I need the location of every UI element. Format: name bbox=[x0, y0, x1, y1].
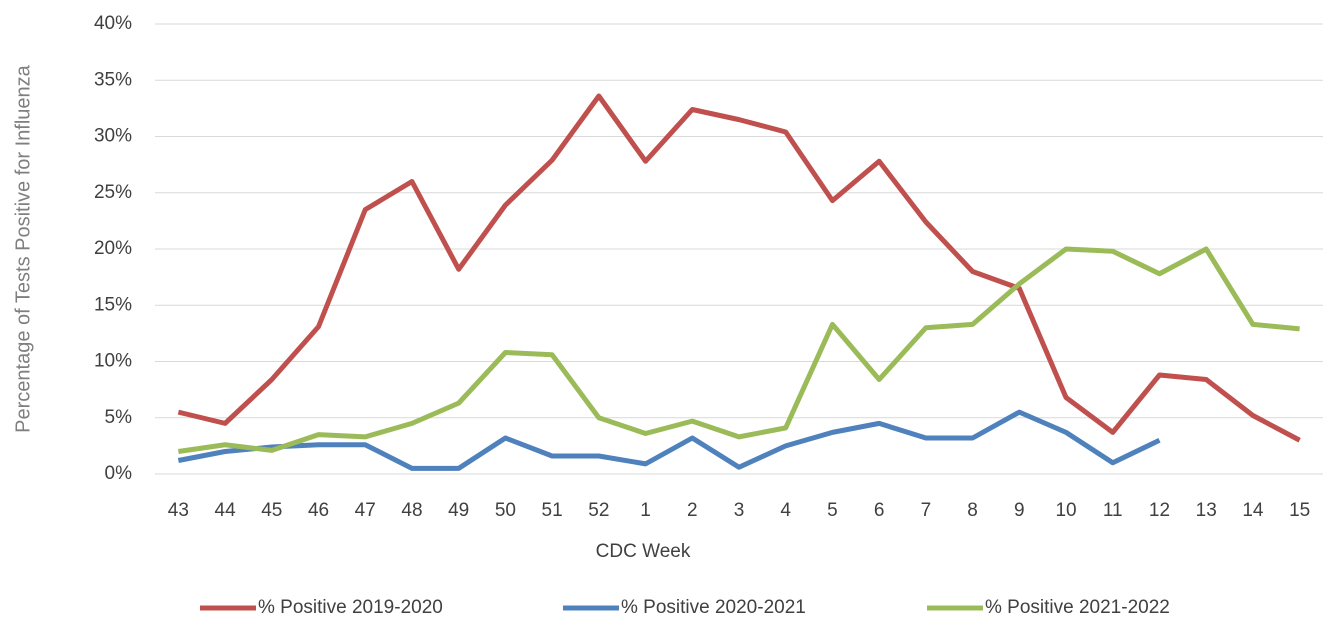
x-tick-label: 51 bbox=[542, 500, 563, 521]
x-tick-label: 14 bbox=[1242, 500, 1264, 521]
x-tick-label: 43 bbox=[168, 500, 189, 521]
y-tick-label: 25% bbox=[94, 182, 132, 203]
legend-label: % Positive 2019-2020 bbox=[258, 597, 443, 618]
x-tick-label: 52 bbox=[588, 500, 609, 521]
x-tick-label: 49 bbox=[448, 500, 469, 521]
x-tick-label: 1 bbox=[640, 500, 651, 521]
x-tick-label: 6 bbox=[874, 500, 885, 521]
x-tick-label: 9 bbox=[1014, 500, 1025, 521]
x-tick-label: 45 bbox=[261, 500, 282, 521]
x-tick-label: 15 bbox=[1289, 500, 1310, 521]
x-axis-title: CDC Week bbox=[596, 541, 691, 562]
x-tick-label: 10 bbox=[1055, 500, 1076, 521]
legend-label: % Positive 2020-2021 bbox=[621, 597, 806, 618]
x-tick-label: 5 bbox=[827, 500, 838, 521]
y-tick-label: 20% bbox=[94, 238, 132, 259]
data-line bbox=[177, 409, 1161, 471]
y-tick-label: 5% bbox=[105, 407, 133, 428]
data-line bbox=[178, 246, 1300, 454]
x-tick-label: 2 bbox=[687, 500, 698, 521]
x-tick-label: 50 bbox=[495, 500, 516, 521]
data-line bbox=[177, 93, 1301, 443]
y-tick-label: 15% bbox=[94, 294, 132, 315]
y-tick-label: 0% bbox=[105, 463, 133, 484]
x-tick-label: 13 bbox=[1196, 500, 1217, 521]
x-tick-label: 8 bbox=[967, 500, 978, 521]
y-axis-title: Percentage of Tests Positive for Influen… bbox=[12, 64, 34, 432]
x-tick-label: 48 bbox=[401, 500, 422, 521]
y-tick-label: 30% bbox=[94, 126, 132, 147]
legend-label: % Positive 2021-2022 bbox=[985, 597, 1170, 618]
x-tick-label: 7 bbox=[921, 500, 932, 521]
x-tick-label: 11 bbox=[1103, 500, 1123, 521]
x-tick-label: 47 bbox=[355, 500, 376, 521]
y-tick-label: 35% bbox=[94, 69, 132, 90]
y-tick-label: 40% bbox=[94, 13, 132, 34]
x-tick-label: 3 bbox=[734, 500, 745, 521]
x-tick-label: 4 bbox=[780, 500, 791, 521]
x-tick-label: 12 bbox=[1149, 500, 1170, 521]
x-tick-label: 46 bbox=[308, 500, 329, 521]
y-tick-label: 10% bbox=[94, 351, 132, 372]
x-tick-label: 44 bbox=[215, 500, 237, 521]
